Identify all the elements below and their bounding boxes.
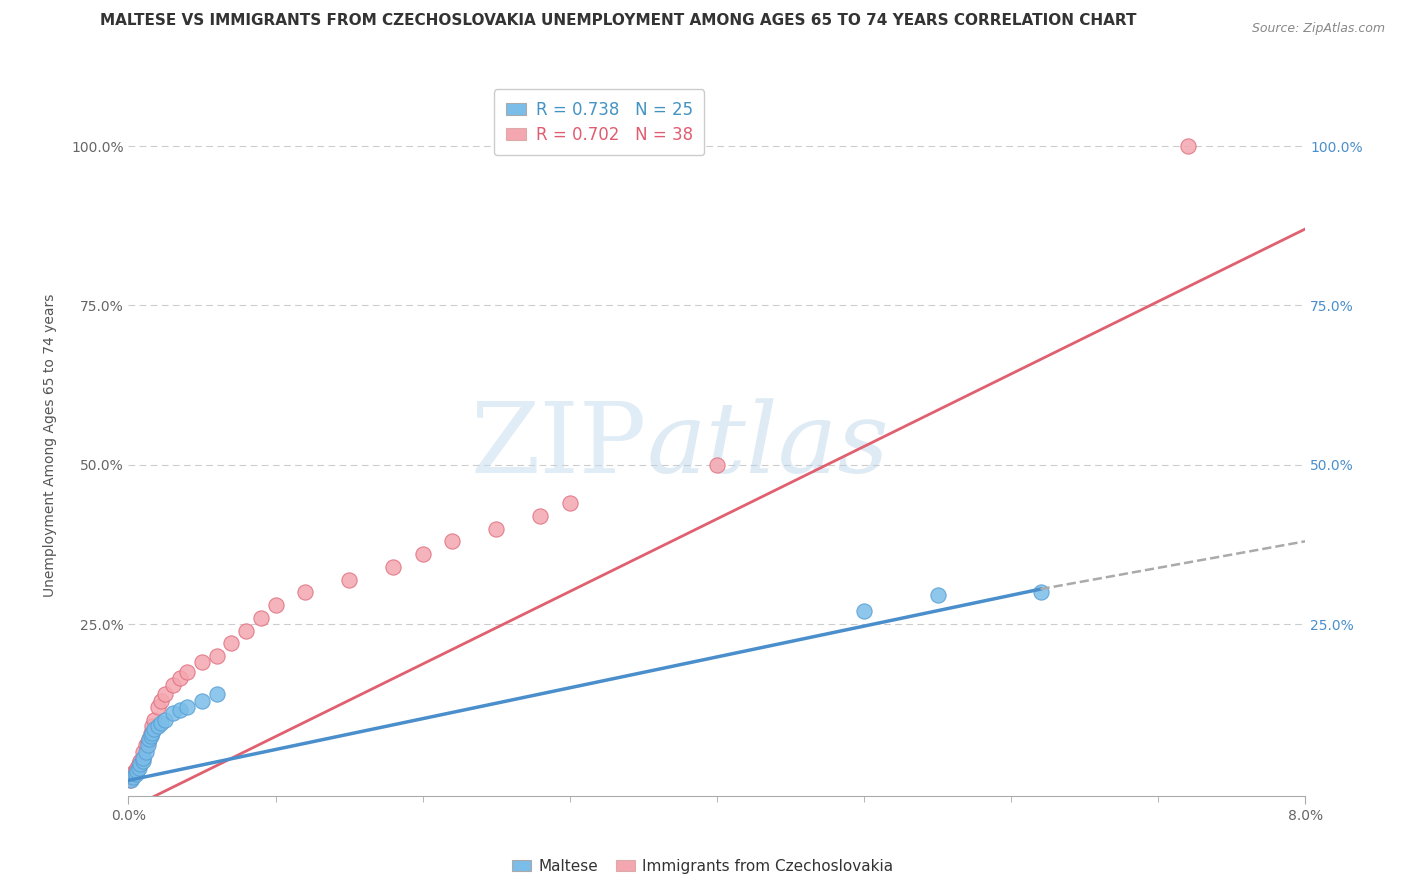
- Point: [162, 706, 184, 721]
- Point: [132, 751, 155, 765]
- Point: [132, 751, 155, 765]
- Point: [1177, 139, 1199, 153]
- Point: [485, 522, 508, 536]
- Point: [142, 723, 165, 737]
- Point: [118, 773, 141, 788]
- Point: [138, 731, 160, 746]
- Point: [235, 624, 257, 638]
- Point: [155, 713, 177, 727]
- Point: [127, 764, 149, 778]
- Point: [125, 767, 148, 781]
- Point: [191, 693, 214, 707]
- Point: [853, 604, 876, 618]
- Point: [146, 719, 169, 733]
- Point: [127, 761, 149, 775]
- Point: [221, 636, 243, 650]
- Text: Source: ZipAtlas.com: Source: ZipAtlas.com: [1251, 22, 1385, 36]
- Point: [129, 757, 152, 772]
- Point: [558, 496, 581, 510]
- Point: [176, 665, 198, 679]
- Point: [141, 719, 163, 733]
- Point: [135, 745, 157, 759]
- Point: [128, 761, 150, 775]
- Point: [294, 585, 316, 599]
- Point: [706, 458, 728, 472]
- Text: ZIP: ZIP: [470, 398, 647, 493]
- Point: [191, 656, 214, 670]
- Point: [120, 773, 142, 788]
- Point: [337, 573, 360, 587]
- Text: atlas: atlas: [647, 398, 889, 493]
- Point: [205, 648, 228, 663]
- Text: MALTESE VS IMMIGRANTS FROM CZECHOSLOVAKIA UNEMPLOYMENT AMONG AGES 65 TO 74 YEARS: MALTESE VS IMMIGRANTS FROM CZECHOSLOVAKI…: [100, 13, 1137, 29]
- Point: [132, 745, 155, 759]
- Point: [529, 508, 551, 523]
- Point: [139, 725, 162, 739]
- Point: [136, 735, 159, 749]
- Point: [162, 678, 184, 692]
- Y-axis label: Unemployment Among Ages 65 to 74 years: Unemployment Among Ages 65 to 74 years: [44, 294, 58, 598]
- Point: [136, 739, 159, 753]
- Point: [149, 716, 172, 731]
- Point: [120, 770, 142, 784]
- Point: [149, 693, 172, 707]
- Point: [146, 700, 169, 714]
- Point: [264, 598, 287, 612]
- Point: [125, 763, 148, 777]
- Point: [135, 739, 157, 753]
- Point: [124, 765, 146, 780]
- Point: [129, 754, 152, 768]
- Point: [155, 687, 177, 701]
- Point: [927, 589, 949, 603]
- Point: [441, 534, 464, 549]
- Point: [250, 611, 273, 625]
- Point: [122, 770, 145, 784]
- Point: [412, 547, 434, 561]
- Point: [382, 559, 405, 574]
- Point: [132, 754, 155, 768]
- Point: [128, 757, 150, 772]
- Point: [1029, 585, 1052, 599]
- Point: [169, 671, 191, 685]
- Point: [139, 729, 162, 743]
- Point: [141, 725, 163, 739]
- Point: [176, 700, 198, 714]
- Point: [169, 703, 191, 717]
- Point: [142, 713, 165, 727]
- Legend: R = 0.738   N = 25, R = 0.702   N = 38: R = 0.738 N = 25, R = 0.702 N = 38: [494, 89, 704, 155]
- Point: [122, 767, 145, 781]
- Point: [205, 687, 228, 701]
- Point: [138, 731, 160, 746]
- Legend: Maltese, Immigrants from Czechoslovakia: Maltese, Immigrants from Czechoslovakia: [506, 853, 900, 880]
